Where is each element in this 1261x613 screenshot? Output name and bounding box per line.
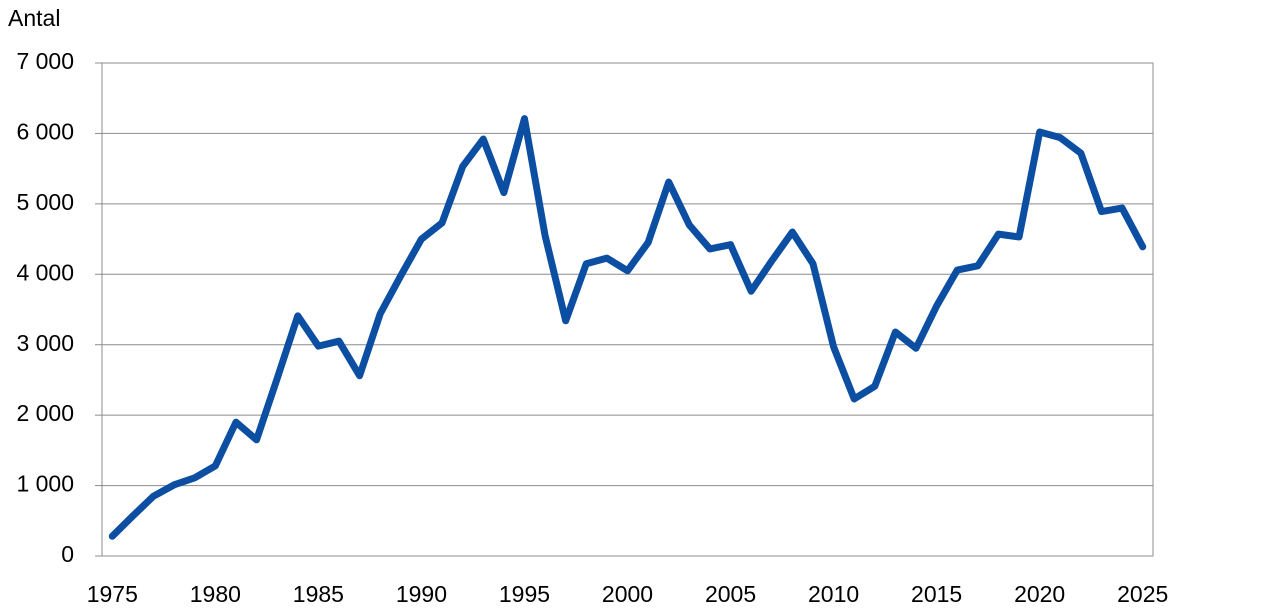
y-tick-label: 1 000 [16, 471, 74, 497]
x-tick-label: 1985 [293, 581, 344, 607]
x-tick-label: 2005 [705, 581, 756, 607]
y-tick-label: 5 000 [16, 189, 74, 215]
y-tick-label: 2 000 [16, 400, 74, 426]
data-line [108, 115, 1147, 540]
x-tick-label: 1975 [87, 581, 138, 607]
y-tick-label: 0 [61, 541, 74, 567]
x-tick-label: 2025 [1117, 581, 1168, 607]
x-tick-label: 1990 [396, 581, 447, 607]
x-tick-label: 2015 [911, 581, 962, 607]
y-axis-label: Antal [8, 5, 60, 31]
x-tick-label: 2010 [808, 581, 859, 607]
x-tick-label: 2000 [602, 581, 653, 607]
x-tick-label: 1995 [499, 581, 550, 607]
x-tick-label: 2020 [1014, 581, 1065, 607]
y-tick-label: 3 000 [16, 330, 74, 356]
plot-border [101, 62, 1154, 557]
y-tick-label: 4 000 [16, 259, 74, 285]
y-tick-label: 6 000 [16, 119, 74, 145]
y-tick-label: 7 000 [16, 48, 74, 74]
x-tick-label: 1980 [190, 581, 241, 607]
